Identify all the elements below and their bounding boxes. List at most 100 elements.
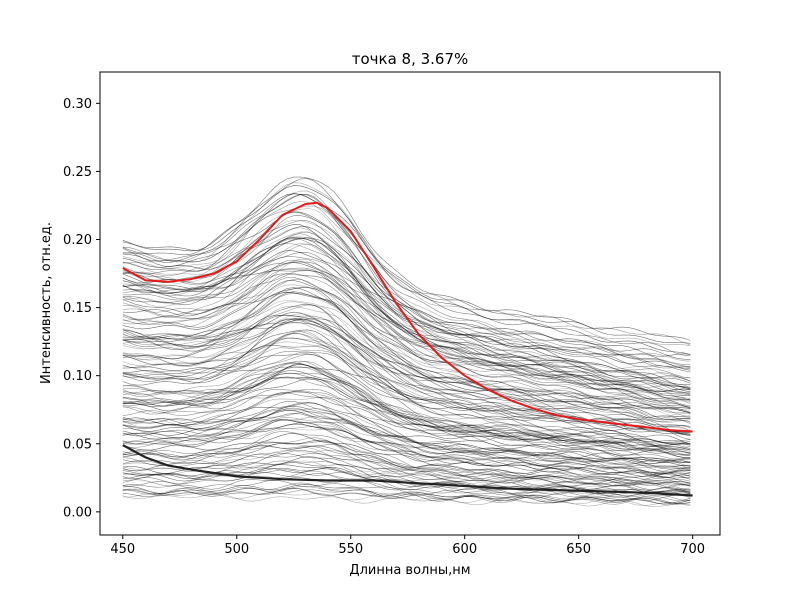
background-spectrum-line — [122, 423, 691, 479]
background-spectrum-line — [122, 433, 691, 478]
background-spectrum-line — [122, 268, 691, 390]
background-spectrum-line — [122, 291, 691, 427]
background-spectrum-line — [122, 378, 691, 459]
background-spectrum-line — [122, 460, 691, 495]
background-spectrum-line — [122, 391, 691, 463]
background-spectrum-line — [122, 484, 691, 504]
background-spectrum-line — [122, 205, 691, 346]
background-spectrum-line — [122, 445, 691, 484]
background-spectrum-line — [122, 190, 691, 367]
background-spectrum-line — [122, 250, 691, 357]
background-spectrum-line — [122, 226, 691, 360]
background-spectrum-line — [122, 231, 691, 408]
x-tick-label: 650 — [566, 542, 591, 557]
background-spectrum-line — [122, 467, 691, 493]
background-spectrum-line — [122, 422, 691, 477]
x-tick-label: 550 — [338, 542, 363, 557]
background-spectrum-line — [122, 260, 691, 414]
background-spectrum-line — [122, 231, 691, 392]
background-spectrum-line — [122, 407, 691, 472]
background-spectrum-line — [122, 291, 691, 414]
background-spectrum-line — [122, 426, 691, 471]
background-spectrum-line — [122, 211, 691, 389]
background-spectrum-line — [122, 445, 691, 486]
background-spectrum-line — [122, 376, 691, 462]
background-spectrum-line — [122, 300, 691, 423]
dark-spectrum-line — [122, 444, 693, 497]
background-spectrum-line — [122, 415, 691, 467]
background-spectrum-line — [122, 373, 691, 451]
background-spectrum-line — [122, 482, 691, 504]
background-spectrum-line — [122, 237, 691, 371]
background-spectrum-line — [122, 318, 691, 434]
background-spectrum-line — [122, 287, 691, 413]
background-spectrum-line — [122, 397, 691, 470]
background-spectrum-line — [122, 362, 691, 435]
background-spectrum-line — [122, 267, 691, 407]
background-spectrum-line — [122, 318, 691, 433]
background-spectrum-line — [122, 449, 691, 490]
background-spectrum-line — [122, 366, 691, 456]
background-spectrum-line — [122, 337, 691, 435]
background-spectrum-line — [122, 441, 691, 487]
y-tick-label: 0.20 — [63, 233, 92, 248]
y-tick-label: 0.15 — [63, 301, 92, 316]
background-spectrum-line — [122, 278, 691, 397]
background-spectrum-line — [122, 287, 691, 421]
background-spectrum-line — [122, 431, 691, 486]
background-spectrum-line — [122, 182, 691, 347]
x-tick-label: 700 — [680, 542, 705, 557]
background-spectrum-line — [122, 442, 691, 482]
background-spectrum-line — [122, 377, 691, 454]
background-spectrum-line — [122, 456, 691, 491]
background-spectrum-line — [122, 363, 691, 450]
background-spectrum-line — [122, 208, 691, 405]
background-spectrum-line — [122, 237, 691, 385]
background-spectrum-line — [122, 280, 691, 393]
background-spectrum-line — [122, 284, 691, 400]
y-axis-label: Интенсивность, отн.ед. — [39, 222, 54, 384]
x-tick-label: 450 — [110, 542, 135, 557]
background-spectrum-line — [122, 449, 691, 485]
background-spectrum-line — [122, 185, 691, 355]
highlighted-spectra — [122, 201, 693, 497]
background-spectrum-line — [122, 242, 691, 409]
y-tick-label: 0.05 — [63, 437, 92, 452]
background-spectrum-line — [122, 347, 691, 431]
background-spectrum-line — [122, 491, 691, 506]
background-spectrum-line — [122, 439, 691, 480]
background-spectrum-line — [122, 259, 691, 392]
background-spectrum-line — [122, 402, 691, 463]
background-spectrum-line — [122, 313, 691, 417]
background-spectrum-line — [122, 262, 691, 395]
background-spectrum-line — [122, 408, 691, 471]
background-spectrum-line — [122, 211, 691, 369]
background-spectrum-line — [122, 486, 691, 505]
y-axis: 0.00 0.05 0.10 0.15 0.20 0.25 0.30 — [63, 97, 100, 520]
background-spectrum-line — [122, 493, 691, 507]
background-spectrum-line — [122, 243, 691, 379]
background-spectrum-line — [122, 311, 691, 421]
y-tick-label: 0.10 — [63, 369, 92, 384]
background-spectrum-line — [122, 321, 691, 423]
background-spectra — [122, 176, 691, 507]
background-spectrum-line — [122, 286, 691, 411]
background-spectrum-line — [122, 305, 691, 403]
background-spectrum-line — [122, 391, 691, 452]
background-spectrum-line — [122, 351, 691, 456]
background-spectrum-line — [122, 412, 691, 470]
background-spectrum-line — [122, 176, 691, 341]
background-spectrum-line — [122, 419, 691, 475]
background-spectrum-line — [122, 428, 691, 475]
background-spectrum-line — [122, 392, 691, 465]
background-spectrum-line — [122, 487, 691, 503]
plot-area — [99, 71, 721, 536]
background-spectrum-line — [122, 418, 691, 473]
background-spectrum-line — [122, 337, 691, 454]
background-spectrum-line — [122, 194, 691, 369]
background-spectrum-line — [122, 258, 691, 396]
background-spectrum-line — [122, 273, 691, 402]
background-spectrum-line — [122, 460, 691, 493]
background-spectrum-line — [122, 193, 691, 388]
